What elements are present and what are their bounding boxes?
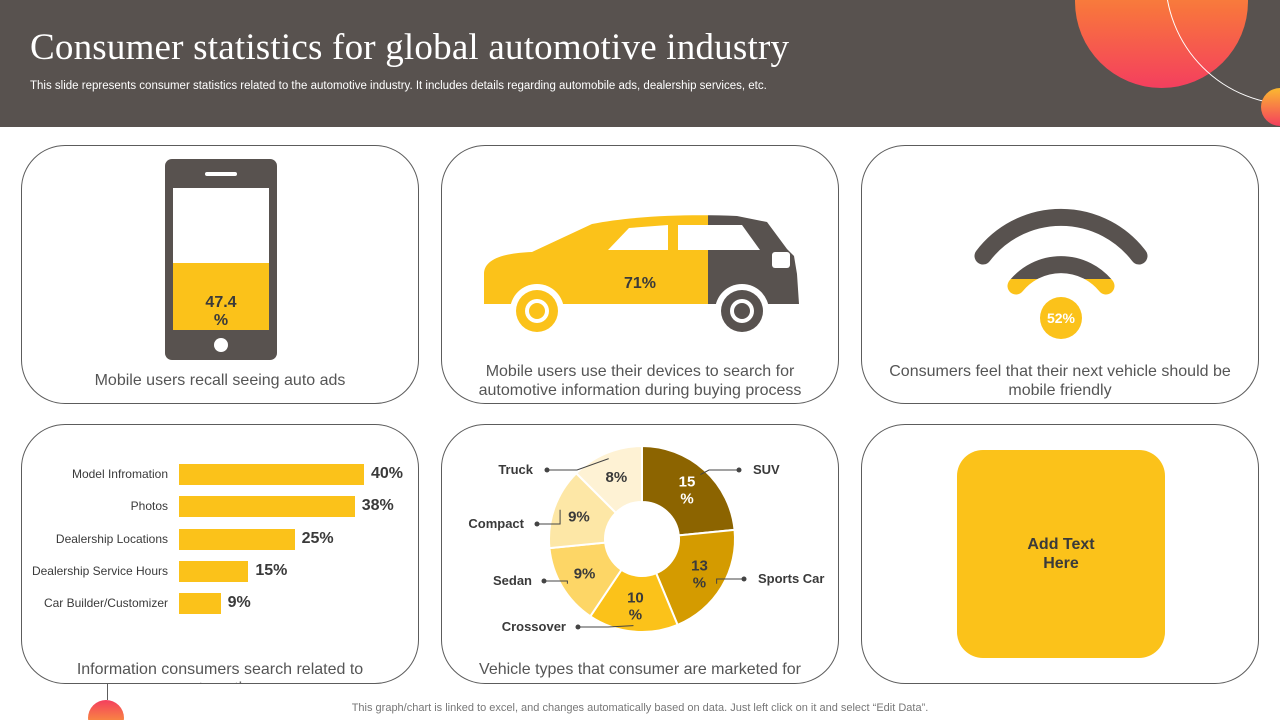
bar-value-label: 38%	[361, 497, 394, 515]
bar-category-label: Car Builder/Customizer	[43, 596, 168, 610]
bar-value-label: 25%	[301, 529, 334, 547]
donut-leader-line	[537, 509, 561, 525]
donut-slice	[654, 528, 736, 627]
vehicle-types-donut-chart: 15 % SUV 13% Sports Car 10 % Crossover 9% Sedan 9%…	[468, 444, 824, 634]
bar	[179, 593, 221, 614]
mobile-friendly-caption: Consumers feel that their next vehicle s…	[889, 363, 1231, 399]
bar	[179, 464, 364, 485]
donut-leader-line	[547, 458, 609, 471]
mobile-ads-value-part: %	[213, 312, 229, 329]
decorative-dot	[1261, 88, 1280, 126]
smartphone-icon: 47.4%	[165, 159, 277, 360]
donut-category-label: Compact	[468, 516, 524, 531]
decorative-line	[107, 684, 108, 700]
phone-screen: 47.4%	[173, 188, 269, 330]
phone-speaker	[205, 172, 237, 176]
donut-leader-dot	[544, 467, 550, 473]
header-banner: Consumer statistics for global automotiv…	[0, 0, 1280, 127]
phone-home-button	[214, 338, 228, 352]
card-vehicle-types[interactable]: 15% SUV 13% Sports Car 10% Crossover 9% Sedan 9%…	[441, 424, 839, 684]
add-text-box[interactable]: Add Text Here	[957, 450, 1165, 658]
donut-category-label: Sports Car	[758, 571, 824, 586]
donut-leader-dot	[534, 521, 540, 527]
footer-note: This graph/chart is linked to excel, and…	[351, 702, 929, 714]
bar	[179, 528, 295, 550]
car-body-yellow	[484, 215, 708, 304]
donut-value-label: 9%	[568, 508, 590, 525]
page-title: Consumer statistics for global automotiv…	[30, 27, 790, 68]
bar-value-label: 40%	[371, 465, 404, 482]
donut-category-label: SUV	[753, 462, 780, 477]
bar-category-label: Model Infromation	[71, 467, 168, 481]
donut-leader-dot	[541, 578, 547, 584]
donut-value-label: 10%	[627, 590, 644, 624]
mobile-friendly-value: 52%	[1040, 297, 1082, 339]
mobile-ads-caption: Mobile users recall seeing auto ads	[94, 372, 346, 389]
donut-slice	[641, 444, 736, 537]
device-search-caption: Mobile users use their devices to search…	[478, 363, 802, 399]
donut-leader-line	[544, 580, 568, 584]
bar-category-label: Dealership Service Hours	[31, 563, 168, 578]
wifi-icon	[974, 208, 1148, 295]
card-mobile-friendly[interactable]: 52% Consumers feel that their next vehic…	[861, 145, 1259, 404]
add-text-label: Add Text Here	[1027, 536, 1095, 572]
car-window-rear	[708, 225, 760, 250]
donut-leader-dot	[736, 467, 742, 473]
donut-category-label: Truck	[498, 462, 533, 477]
card-search-info[interactable]: Model Infromation 40% Photos 38% Dealership …	[21, 424, 419, 684]
mobile-ads-value-part: 47.4	[205, 294, 237, 311]
search-info-bar-chart: Model Infromation 40% Photos 38% Dealership …	[22, 425, 418, 625]
phone-level-fill	[173, 262, 269, 330]
donut-leader-line	[578, 625, 634, 628]
search-info-caption: Information consumers search related to …	[76, 661, 364, 683]
vehicle-types-caption: Vehicle types that consumer are marketed…	[479, 661, 801, 678]
bar	[179, 560, 249, 582]
bar-category-label: Photos	[130, 499, 168, 514]
donut-category-label: Crossover	[502, 619, 566, 634]
donut-value-label: 8%	[606, 469, 628, 486]
donut-leader-line	[700, 469, 739, 475]
donut-leader-dot	[741, 576, 747, 582]
bar-value-label: 9%	[227, 594, 251, 611]
donut-category-label: Sedan	[493, 573, 532, 588]
bar	[179, 496, 355, 518]
donut-slice	[574, 444, 643, 515]
device-search-value: 71%	[623, 275, 657, 292]
donut-leader-dot	[575, 624, 581, 630]
car-window-front	[608, 225, 668, 250]
bar-category-label: Dealership Locations	[55, 531, 168, 546]
car-wheel-front-center	[529, 303, 545, 319]
wifi-inner-arc-top	[1010, 256, 1112, 279]
car-window-middle	[678, 225, 708, 250]
donut-value-label: 15%	[679, 473, 696, 507]
card-device-search[interactable]: 71% Mobile users use their devices to se…	[441, 145, 839, 404]
donut-value-label: 9%	[574, 565, 596, 582]
car-taillight	[772, 252, 790, 268]
wifi-outer-arc	[974, 208, 1148, 265]
card-mobile-ads[interactable]: 47.4% Mobile users recall seeing auto ad…	[21, 145, 419, 404]
car-wheel-rear-center	[734, 303, 750, 319]
car-icon	[484, 215, 799, 338]
donut-value-label: 13%	[691, 557, 708, 591]
donut-leader-line	[716, 578, 744, 584]
page-subtitle: This slide represents consumer statistic…	[30, 80, 767, 92]
bar-value-label: 15%	[255, 561, 288, 579]
card-placeholder[interactable]: Add Text Here	[861, 424, 1259, 684]
decorative-bottom-dot	[88, 700, 124, 720]
mobile-ads-value: 47.4%	[173, 294, 269, 330]
